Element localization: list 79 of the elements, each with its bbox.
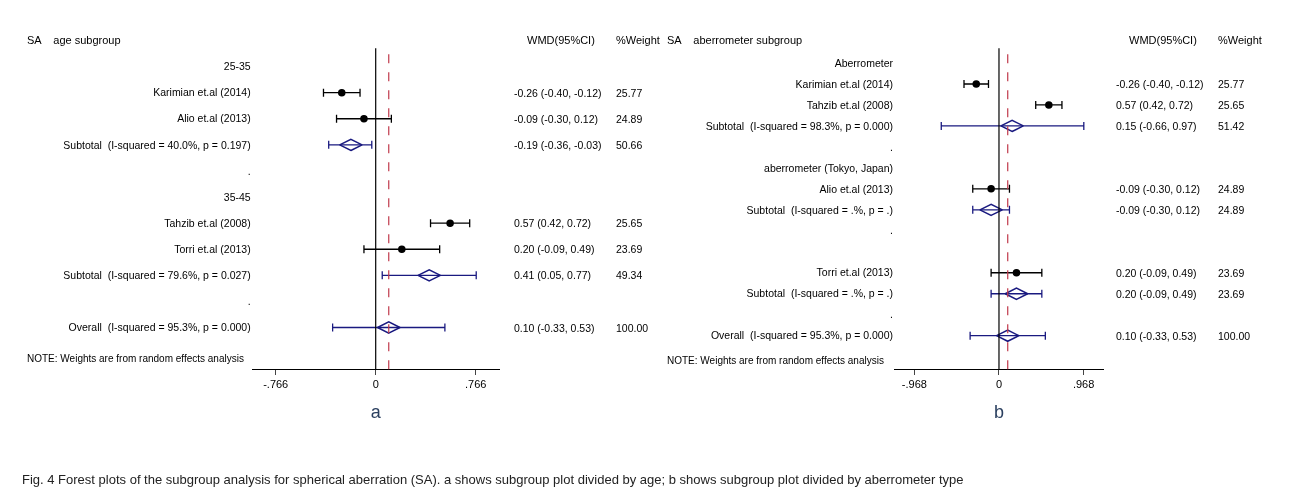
y-tick-label: Torri et.al (2013) xyxy=(174,242,251,255)
y-tick-label: Tahzib et.al (2008) xyxy=(806,98,894,111)
text: 0.20 (-0.09, 0.49) xyxy=(514,243,595,255)
text: 0.20 (-0.09, 0.49) xyxy=(1116,288,1197,300)
text: 0.57 (0.42, 0.72) xyxy=(1116,99,1194,111)
text: NOTE: Weights are from random effects analysis xyxy=(27,353,244,364)
text: 0.20 (-0.09, 0.49) xyxy=(1116,267,1197,279)
text: 23.69 xyxy=(1218,288,1245,300)
y-tick-label: Overall (I-squared = 95.3%, p = 0.000) xyxy=(710,329,894,342)
y-tick-label: 25-35 xyxy=(223,60,251,73)
text: 100.00 xyxy=(1218,330,1251,342)
text: 23.69 xyxy=(616,243,643,255)
text: 25.65 xyxy=(616,217,643,229)
x-axis-title: a xyxy=(370,401,382,422)
text: -0.19 (-0.36, -0.03) xyxy=(514,139,602,151)
y-tick-label: Karimian et.al (2014) xyxy=(153,86,251,99)
y-tick-label: Overall (I-squared = 95.3%, p = 0.000) xyxy=(68,321,251,334)
text: 23.69 xyxy=(1218,267,1245,279)
y-tick-label: . xyxy=(247,164,251,177)
text: 25.77 xyxy=(1218,78,1245,90)
y-tick-label: Aberrometer xyxy=(834,56,894,69)
text: 0.10 (-0.33, 0.53) xyxy=(514,322,595,334)
text: 0.10 (-0.33, 0.53) xyxy=(1116,330,1197,342)
text: 50.66 xyxy=(616,139,643,151)
point xyxy=(1012,269,1021,277)
text: -0.09 (-0.30, 0.12) xyxy=(1116,204,1201,216)
point xyxy=(972,80,980,88)
y-tick-label: aberrometer (Tokyo, Japan) xyxy=(764,161,894,174)
text: 49.34 xyxy=(616,269,643,281)
text: WMD(95%CI) xyxy=(527,34,595,46)
y-tick-label: Alio et.al (2013) xyxy=(177,112,251,125)
x-tick-label: .968 xyxy=(1072,378,1095,391)
text: 0.57 (0.42, 0.72) xyxy=(514,217,592,229)
text: 25.77 xyxy=(616,87,643,99)
text: SA aberrometer subgroup xyxy=(667,34,803,46)
x-tick-label: .766 xyxy=(464,378,487,391)
text: %Weight xyxy=(616,34,660,46)
x-tick-label: -.968 xyxy=(901,378,927,391)
text: 24.89 xyxy=(1218,183,1245,195)
text: %Weight xyxy=(1218,34,1262,46)
y-tick-label: 35-45 xyxy=(223,190,251,203)
y-tick-label: . xyxy=(890,140,894,153)
point xyxy=(1045,101,1053,109)
y-tick-label: Subtotal (I-squared = .%, p = .) xyxy=(746,203,894,216)
text: 0.15 (-0.66, 0.97) xyxy=(1116,120,1197,132)
y-tick-label: . xyxy=(890,308,894,321)
text: -0.09 (-0.30, 0.12) xyxy=(514,113,599,125)
text: 24.89 xyxy=(616,113,643,125)
text: 0.41 (0.05, 0.77) xyxy=(514,269,592,281)
x-tick-label: -.766 xyxy=(263,378,289,391)
point xyxy=(398,245,406,253)
text: NOTE: Weights are from random effects analysis xyxy=(667,355,884,366)
y-tick-label: Tahzib et.al (2008) xyxy=(164,216,251,229)
y-tick-label: Subtotal (I-squared = 40.0%, p = 0.197) xyxy=(63,138,251,151)
x-axis-title: b xyxy=(993,401,1004,422)
text: SA age subgroup xyxy=(27,34,121,46)
y-tick-label: Subtotal (I-squared = 98.3%, p = 0.000) xyxy=(705,119,894,132)
text: -0.26 (-0.40, -0.12) xyxy=(514,87,602,99)
x-tick-label: 0 xyxy=(995,378,1003,391)
y-tick-label: Torri et.al (2013) xyxy=(816,266,894,279)
point xyxy=(446,219,454,227)
y-tick-label: Subtotal (I-squared = .%, p = .) xyxy=(746,287,894,300)
y-tick-label: . xyxy=(247,295,251,308)
text: -0.26 (-0.40, -0.12) xyxy=(1116,78,1204,90)
text: 24.89 xyxy=(1218,204,1245,216)
y-tick-label: Alio et.al (2013) xyxy=(819,182,894,195)
point xyxy=(360,115,368,123)
x-tick-label: 0 xyxy=(372,378,379,391)
point xyxy=(338,88,346,97)
text: WMD(95%CI) xyxy=(1129,34,1197,46)
text: 25.65 xyxy=(1218,99,1245,111)
text: 51.42 xyxy=(1218,120,1245,132)
point xyxy=(987,185,995,193)
text: 100.00 xyxy=(616,322,649,334)
y-tick-label: Karimian et.al (2014) xyxy=(795,77,894,90)
y-tick-label: . xyxy=(890,224,894,237)
caption: Fig. 4 Forest plots of the subgroup analysis for spherical aberration (SA). a shows subgroup plot divided by age; b shows subgroup plot divided by aberrometer type xyxy=(22,472,964,487)
text: -0.09 (-0.30, 0.12) xyxy=(1116,183,1201,195)
y-tick-label: Subtotal (I-squared = 79.6%, p = 0.027) xyxy=(63,268,251,281)
